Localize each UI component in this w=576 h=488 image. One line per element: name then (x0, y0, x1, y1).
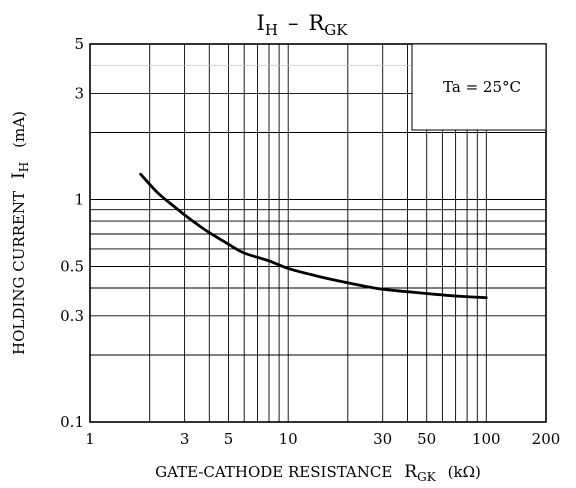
y-tick-label: 3 (74, 84, 84, 102)
y-tick-label: 0.1 (60, 413, 84, 431)
series-line (139, 172, 488, 300)
x-tick-labels: 1 3 5 10 30 50 100 200 (85, 430, 560, 448)
y-tick-label: 5 (74, 35, 84, 53)
y-tick-labels: 0.1 0.3 0.5 1 3 5 (60, 35, 84, 431)
x-axis-label: GATE-CATHODE RESISTANCE RGK (kΩ) (155, 462, 481, 484)
y-tick-label: 0.3 (60, 307, 84, 325)
annotation-text: Ta = 25°C (443, 78, 521, 96)
y-tick-label: 0.5 (60, 258, 84, 276)
x-tick-label: 1 (85, 430, 95, 448)
chart-title: IH – RGK (257, 11, 349, 39)
y-axis-label: HOLDING CURRENTIH(mA) (9, 111, 31, 355)
annotation-box (411, 43, 547, 131)
y-tick-label: 1 (74, 191, 84, 209)
x-tick-label: 30 (373, 430, 392, 448)
x-tick-label: 200 (532, 430, 561, 448)
plot-frame (89, 43, 547, 423)
x-tick-label: 100 (472, 430, 501, 448)
x-tick-label: 50 (417, 430, 436, 448)
x-tick-label: 5 (224, 430, 234, 448)
x-tick-label: 10 (279, 430, 298, 448)
x-tick-label: 3 (180, 430, 190, 448)
